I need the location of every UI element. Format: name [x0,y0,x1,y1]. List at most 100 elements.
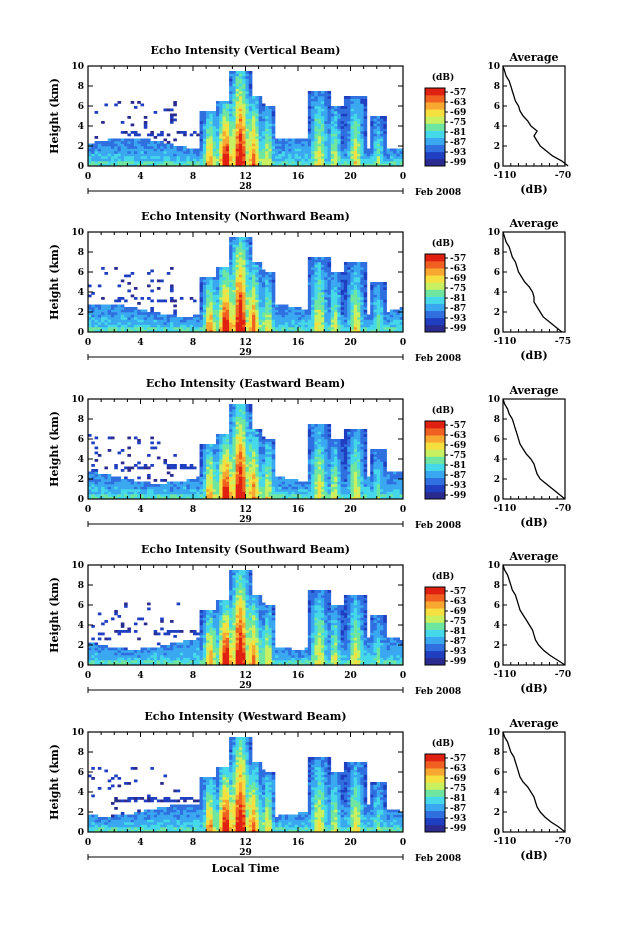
heatmap-cell [268,108,273,112]
heatmap-cell [235,297,240,300]
heatmap-cell [212,141,217,144]
heatmap-cell [258,289,263,293]
heatmap-cell [386,158,391,162]
heatmap-cell [107,304,112,308]
heatmap-cell [238,76,243,79]
heatmap-cell [153,491,158,495]
heatmap-cell [360,98,364,102]
heatmap-cell [232,267,236,270]
heatmap-cell [179,317,184,320]
heatmap-cell [196,148,200,152]
heatmap-cell [347,327,351,330]
heatmap-cell [94,471,99,475]
heatmap-cell [229,479,233,482]
heatmap-cell [147,454,151,457]
heatmap-cell [101,491,105,495]
heatmap-cell [235,324,240,328]
heatmap-cell [137,481,141,485]
heatmap-cell [222,327,227,330]
heatmap-cell [330,153,335,157]
colorbar-unit: (dB) [432,72,454,83]
heatmap-cell [281,148,286,152]
heatmap-cell [232,456,236,460]
heatmap-cell [265,289,269,293]
heatmap-cell [360,136,364,139]
y-tick-label: 8 [494,248,500,258]
heatmap-cell [225,103,230,107]
heatmap-cell [357,319,361,323]
heatmap-cell [275,489,279,492]
heatmap-cell [94,491,99,495]
heatmap-cell [261,143,266,147]
heatmap-cell [317,267,322,270]
heatmap-cell [261,272,266,275]
heatmap-cell [120,143,125,147]
heatmap-cell [215,302,220,305]
heatmap-cell [311,158,315,162]
heatmap-cell [242,257,246,260]
heatmap-cell [340,322,345,325]
heatmap-cell [353,309,358,313]
heatmap-cell [301,317,305,320]
heatmap-cell [327,113,332,117]
heatmap-cell [202,444,207,447]
heatmap-cell [307,441,312,445]
heatmap-cell [225,317,230,320]
heatmap-cell [330,309,335,313]
heatmap-cell [343,314,348,318]
heatmap-cell [222,294,227,298]
y-tick-label: 0 [78,328,84,338]
colorbar-tick-label: -81 [450,294,466,304]
heatmap-cell [327,289,332,293]
heatmap-cell [170,118,174,122]
heatmap-cell [235,156,240,159]
heatmap-cell [376,151,381,154]
heatmap-cell [238,439,243,442]
heatmap-cell [143,464,148,467]
heatmap-cell [104,494,108,497]
heatmap-cell [271,116,276,119]
heatmap-cell [124,307,128,310]
heatmap-cell [373,143,378,147]
heatmap-cell [215,322,220,325]
heatmap-cell [232,476,236,480]
heatmap-cell [127,317,131,320]
heatmap-cell [314,163,318,167]
heatmap-cell [209,324,213,328]
heatmap-cell [202,314,207,318]
heatmap-cell [143,116,148,119]
heatmap-cell [363,292,368,295]
heatmap-cell [252,96,256,99]
heatmap-cell [271,312,276,315]
heatmap-cell [383,136,387,139]
heatmap-cell [143,466,148,470]
heatmap-cell [140,317,145,320]
heatmap-cell [130,496,135,500]
heatmap-cell [163,496,168,500]
heatmap-cell [150,146,154,149]
heatmap-cell [120,131,125,134]
heatmap-cell [311,146,315,149]
heatmap-cell [343,101,348,104]
heatmap-cell [110,319,115,323]
heatmap-cell [357,307,361,310]
heatmap-cell [350,289,355,293]
heatmap-cell [307,274,312,278]
heatmap-cell [229,101,233,104]
heatmap-cell [347,111,351,114]
heatmap-cell [330,294,335,298]
heatmap-cell [229,252,233,255]
heatmap-cell [143,481,148,485]
heatmap-cell [219,267,223,270]
heatmap-cell [232,106,236,109]
heatmap-cell [117,489,122,492]
heatmap-cell [209,327,213,330]
heatmap-cell [170,327,174,330]
heatmap-cell [160,151,164,154]
heatmap-cell [357,138,361,142]
heatmap-cell [222,133,227,137]
heatmap-cell [311,459,315,462]
heatmap-cell [366,329,371,333]
heatmap-cell [179,466,184,470]
heatmap-cell [206,158,210,162]
